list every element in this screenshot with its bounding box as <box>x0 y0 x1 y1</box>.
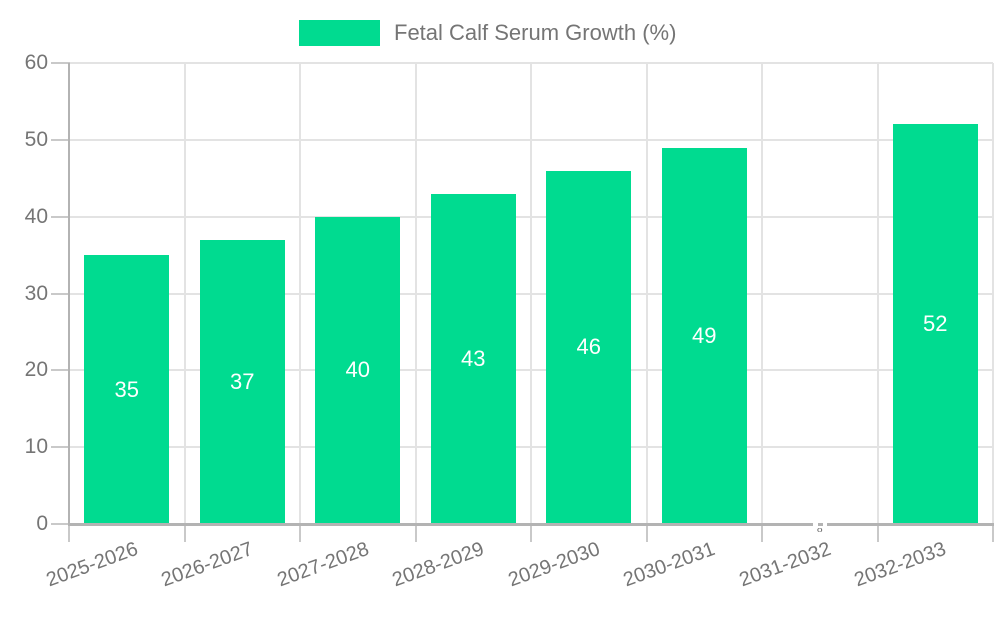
x-tick-8 <box>992 525 994 542</box>
legend-swatch <box>299 20 380 46</box>
x-tick-6 <box>761 525 763 542</box>
y-tick-60 <box>51 62 70 64</box>
y-tick-label-60: 60 <box>24 51 48 74</box>
bar-value-label-2029-2030: 46 <box>576 334 601 360</box>
bar-2025-2026[interactable] <box>84 255 170 524</box>
gridline-x-8 <box>992 63 994 524</box>
legend-label: Fetal Calf Serum Growth (%) <box>394 20 677 45</box>
gridline-x-1 <box>183 63 186 524</box>
x-axis-label-2032-2033: 2032-2033 <box>851 537 950 592</box>
bar-2028-2029[interactable] <box>430 193 516 524</box>
y-tick-label-20: 20 <box>24 358 48 382</box>
bar-value-label-2027-2028: 40 <box>345 357 370 383</box>
x-tick-0 <box>68 525 70 542</box>
gridline-x-5 <box>645 63 648 524</box>
x-tick-2 <box>299 525 301 542</box>
x-tick-7 <box>876 525 879 542</box>
chart-legend: Fetal Calf Serum Growth (%) <box>299 19 676 47</box>
y-tick-0 <box>51 523 70 525</box>
y-tick-50 <box>51 138 70 141</box>
y-tick-label-30: 30 <box>24 281 48 305</box>
zero-bar-axis-dash-2031-2032 <box>817 523 823 526</box>
gridline-x-3 <box>414 63 417 524</box>
y-tick-label-40: 40 <box>24 204 48 228</box>
y-tick-label-50: 50 <box>24 127 48 151</box>
bar-2032-2033[interactable] <box>892 124 978 524</box>
y-tick-label-0: 0 <box>36 512 48 535</box>
x-tick-4 <box>530 525 532 542</box>
y-tick-label-10: 10 <box>24 435 48 459</box>
y-tick-10 <box>51 446 70 449</box>
x-tick-5 <box>645 525 648 542</box>
y-axis-line <box>68 63 70 524</box>
bar-2026-2027[interactable] <box>199 239 285 524</box>
bar-2027-2028[interactable] <box>315 216 401 524</box>
bar-value-label-2032-2033: 52 <box>923 311 948 337</box>
bar-value-label-2026-2027: 37 <box>230 368 255 394</box>
gridline-x-7 <box>876 63 879 524</box>
gridline-x-6 <box>761 63 763 524</box>
bar-value-label-2025-2026: 35 <box>114 376 139 402</box>
y-tick-30 <box>51 292 70 295</box>
gridline-x-2 <box>299 63 301 524</box>
bar-2030-2031[interactable] <box>661 147 747 524</box>
gridline-x-4 <box>530 63 532 524</box>
bar-value-label-2030-2031: 49 <box>692 322 717 348</box>
y-tick-40 <box>51 215 70 218</box>
x-tick-1 <box>183 525 186 542</box>
x-tick-3 <box>414 525 417 542</box>
bar-2029-2030[interactable] <box>546 170 632 524</box>
bar-value-label-2031-2032: 0 <box>816 528 823 534</box>
x-axis-line <box>68 523 994 526</box>
bar-value-label-2028-2029: 43 <box>461 345 486 371</box>
y-tick-20 <box>51 369 70 372</box>
bar-chart: Fetal Calf Serum Growth (%) 0 10 20 30 40 50 6… <box>24 19 994 592</box>
